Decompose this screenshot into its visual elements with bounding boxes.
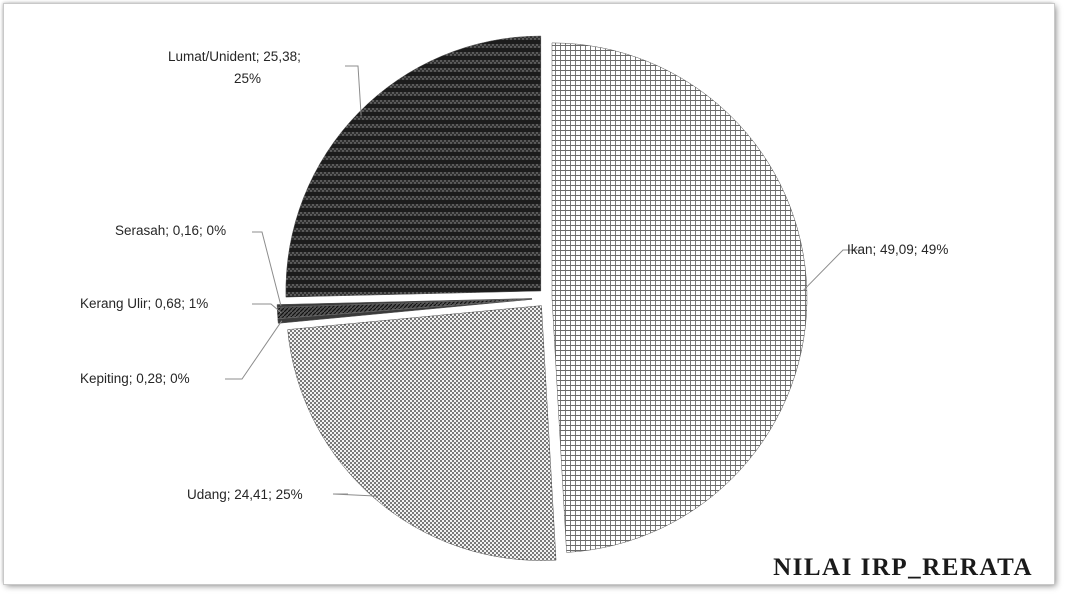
- label-ikan: Ikan; 49,09; 49%: [847, 242, 948, 257]
- slice-labels: Ikan; 49,09; 49% Udang; 24,41; 25% Kepit…: [80, 49, 948, 502]
- label-lumat-line1: Lumat/Unident; 25,38;: [168, 49, 301, 64]
- leader-kerang-ulir: [252, 303, 282, 314]
- slice-kerang-ulir: [276, 298, 533, 319]
- slice-ikan: [551, 42, 808, 553]
- label-kerang-ulir: Kerang Ulir; 0,68; 1%: [80, 296, 208, 311]
- label-udang: Udang; 24,41; 25%: [187, 487, 303, 502]
- slice-udang: [287, 305, 557, 561]
- leader-serasah: [252, 231, 282, 306]
- slice-kepiting: [277, 299, 533, 324]
- leader-lumat: [345, 65, 362, 116]
- label-lumat-line2: 25%: [234, 71, 261, 86]
- slice-serasah: [276, 298, 533, 308]
- leader-ikan: [802, 249, 862, 292]
- leader-udang: [332, 493, 378, 497]
- leader-lines: [225, 65, 862, 497]
- leader-kepiting: [225, 320, 283, 380]
- chart-title: NILAI IRP_RERATA: [773, 554, 1033, 581]
- label-kepiting: Kepiting; 0,28; 0%: [80, 371, 190, 386]
- label-serasah: Serasah; 0,16; 0%: [115, 223, 226, 238]
- pie-slices: [276, 35, 808, 561]
- slice-lumat-unident: [285, 35, 542, 298]
